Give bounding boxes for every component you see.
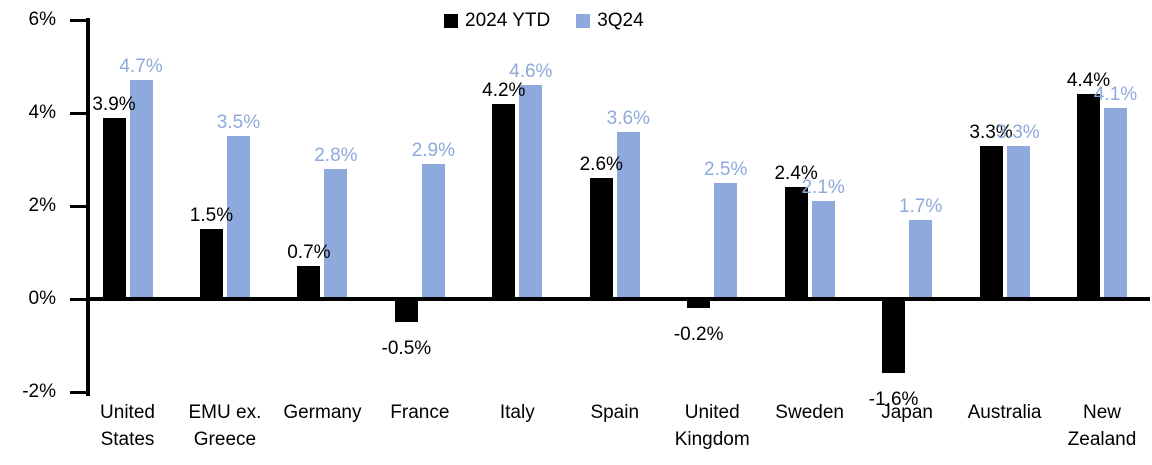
category-label-new-zealand: New Zealand <box>1067 402 1137 450</box>
value-label-2024-ytd-italy: 4.2% <box>482 79 526 101</box>
category-label-united-kingdom: United Kingdom <box>674 402 750 450</box>
value-label-2024-ytd-sweden: 2.4% <box>774 163 818 185</box>
bar-2024-ytd-united-states <box>102 117 126 299</box>
bar-2024-ytd-france <box>394 299 418 323</box>
category-label-spain: Spain <box>590 402 640 423</box>
category-label-sweden: Sweden <box>775 402 844 423</box>
legend-item-3q24: 3Q24 <box>576 10 644 32</box>
bar-2024-ytd-new-zealand <box>1077 94 1100 299</box>
category-label-japan: Japan <box>881 402 933 423</box>
value-label-3q24-france: 2.9% <box>411 140 455 162</box>
y-axis-line <box>86 18 90 396</box>
value-label-2024-ytd-united-states: 3.9% <box>92 93 136 115</box>
y-axis-tick <box>70 111 86 115</box>
value-label-2024-ytd-france: -0.5% <box>381 338 432 360</box>
value-label-2024-ytd-emu-ex-greece: 1.5% <box>189 205 234 227</box>
bar-3q24-australia <box>1006 145 1030 299</box>
y-axis-tick <box>70 297 86 301</box>
value-label-3q24-australia: 3.3% <box>996 121 1040 143</box>
value-label-3q24-germany: 2.8% <box>314 144 358 166</box>
x-axis-baseline <box>86 297 1150 301</box>
value-label-3q24-italy: 4.6% <box>509 61 553 83</box>
y-axis-tick <box>70 204 86 208</box>
bar-2024-ytd-australia <box>979 145 1003 299</box>
bar-2024-ytd-sweden <box>784 187 808 299</box>
value-label-3q24-new-zealand: 4.1% <box>1093 84 1138 106</box>
bar-2024-ytd-germany <box>297 266 321 299</box>
y-tick-label: 2% <box>28 195 56 216</box>
bar-3q24-france <box>421 164 445 299</box>
legend-label: 2024 YTD <box>465 10 551 31</box>
bar-2024-ytd-italy <box>492 103 516 299</box>
bar-3q24-spain <box>616 131 640 299</box>
value-label-2024-ytd-spain: 2.6% <box>579 154 623 176</box>
value-label-3q24-united-kingdom: 2.5% <box>704 158 748 180</box>
value-label-2024-ytd-australia: 3.3% <box>969 121 1013 143</box>
y-tick-label: 6% <box>28 9 56 30</box>
bar-3q24-germany <box>324 168 348 299</box>
legend-swatch-icon <box>444 14 458 28</box>
value-label-3q24-japan: 1.7% <box>898 195 943 217</box>
y-tick-label: 4% <box>28 102 56 123</box>
y-tick-label: 0% <box>28 288 56 309</box>
category-label-italy: Italy <box>499 402 535 423</box>
value-label-2024-ytd-new-zealand: 4.4% <box>1066 70 1111 92</box>
bar-3q24-emu-ex-greece <box>226 136 250 299</box>
value-label-3q24-united-states: 4.7% <box>119 56 163 78</box>
bar-2024-ytd-emu-ex-greece <box>199 229 223 299</box>
value-label-2024-ytd-japan: -1.6% <box>868 389 919 411</box>
y-axis-tick <box>70 18 86 22</box>
bar-3q24-united-states <box>129 80 153 299</box>
bar-3q24-united-kingdom <box>714 182 738 299</box>
bar-3q24-new-zealand <box>1104 108 1127 299</box>
bar-3q24-italy <box>519 85 543 299</box>
legend-swatch-icon <box>576 14 591 28</box>
y-tick-label: -2% <box>22 381 56 402</box>
value-label-3q24-emu-ex-greece: 3.5% <box>216 112 261 134</box>
y-axis-tick <box>70 390 86 394</box>
chart-legend: 2024 YTD 3Q24 <box>444 10 644 32</box>
bar-2024-ytd-united-kingdom <box>687 299 711 309</box>
bar-2024-ytd-japan <box>882 299 906 374</box>
bar-2024-ytd-spain <box>589 178 613 299</box>
category-label-united-states: United States <box>100 402 155 450</box>
bar-3q24-sweden <box>811 201 835 299</box>
value-label-2024-ytd-united-kingdom: -0.2% <box>673 324 724 346</box>
bar-3q24-japan <box>909 219 933 299</box>
value-label-2024-ytd-germany: 0.7% <box>287 242 331 264</box>
legend-label: 3Q24 <box>597 10 644 31</box>
category-label-emu-ex-greece: EMU ex. Greece <box>188 402 262 450</box>
category-label-france: France <box>390 402 450 423</box>
category-label-australia: Australia <box>967 402 1042 423</box>
category-label-germany: Germany <box>283 402 362 423</box>
value-label-3q24-sweden: 2.1% <box>801 177 845 199</box>
legend-item-2024-ytd: 2024 YTD <box>444 10 550 32</box>
value-label-3q24-spain: 3.6% <box>606 107 650 129</box>
